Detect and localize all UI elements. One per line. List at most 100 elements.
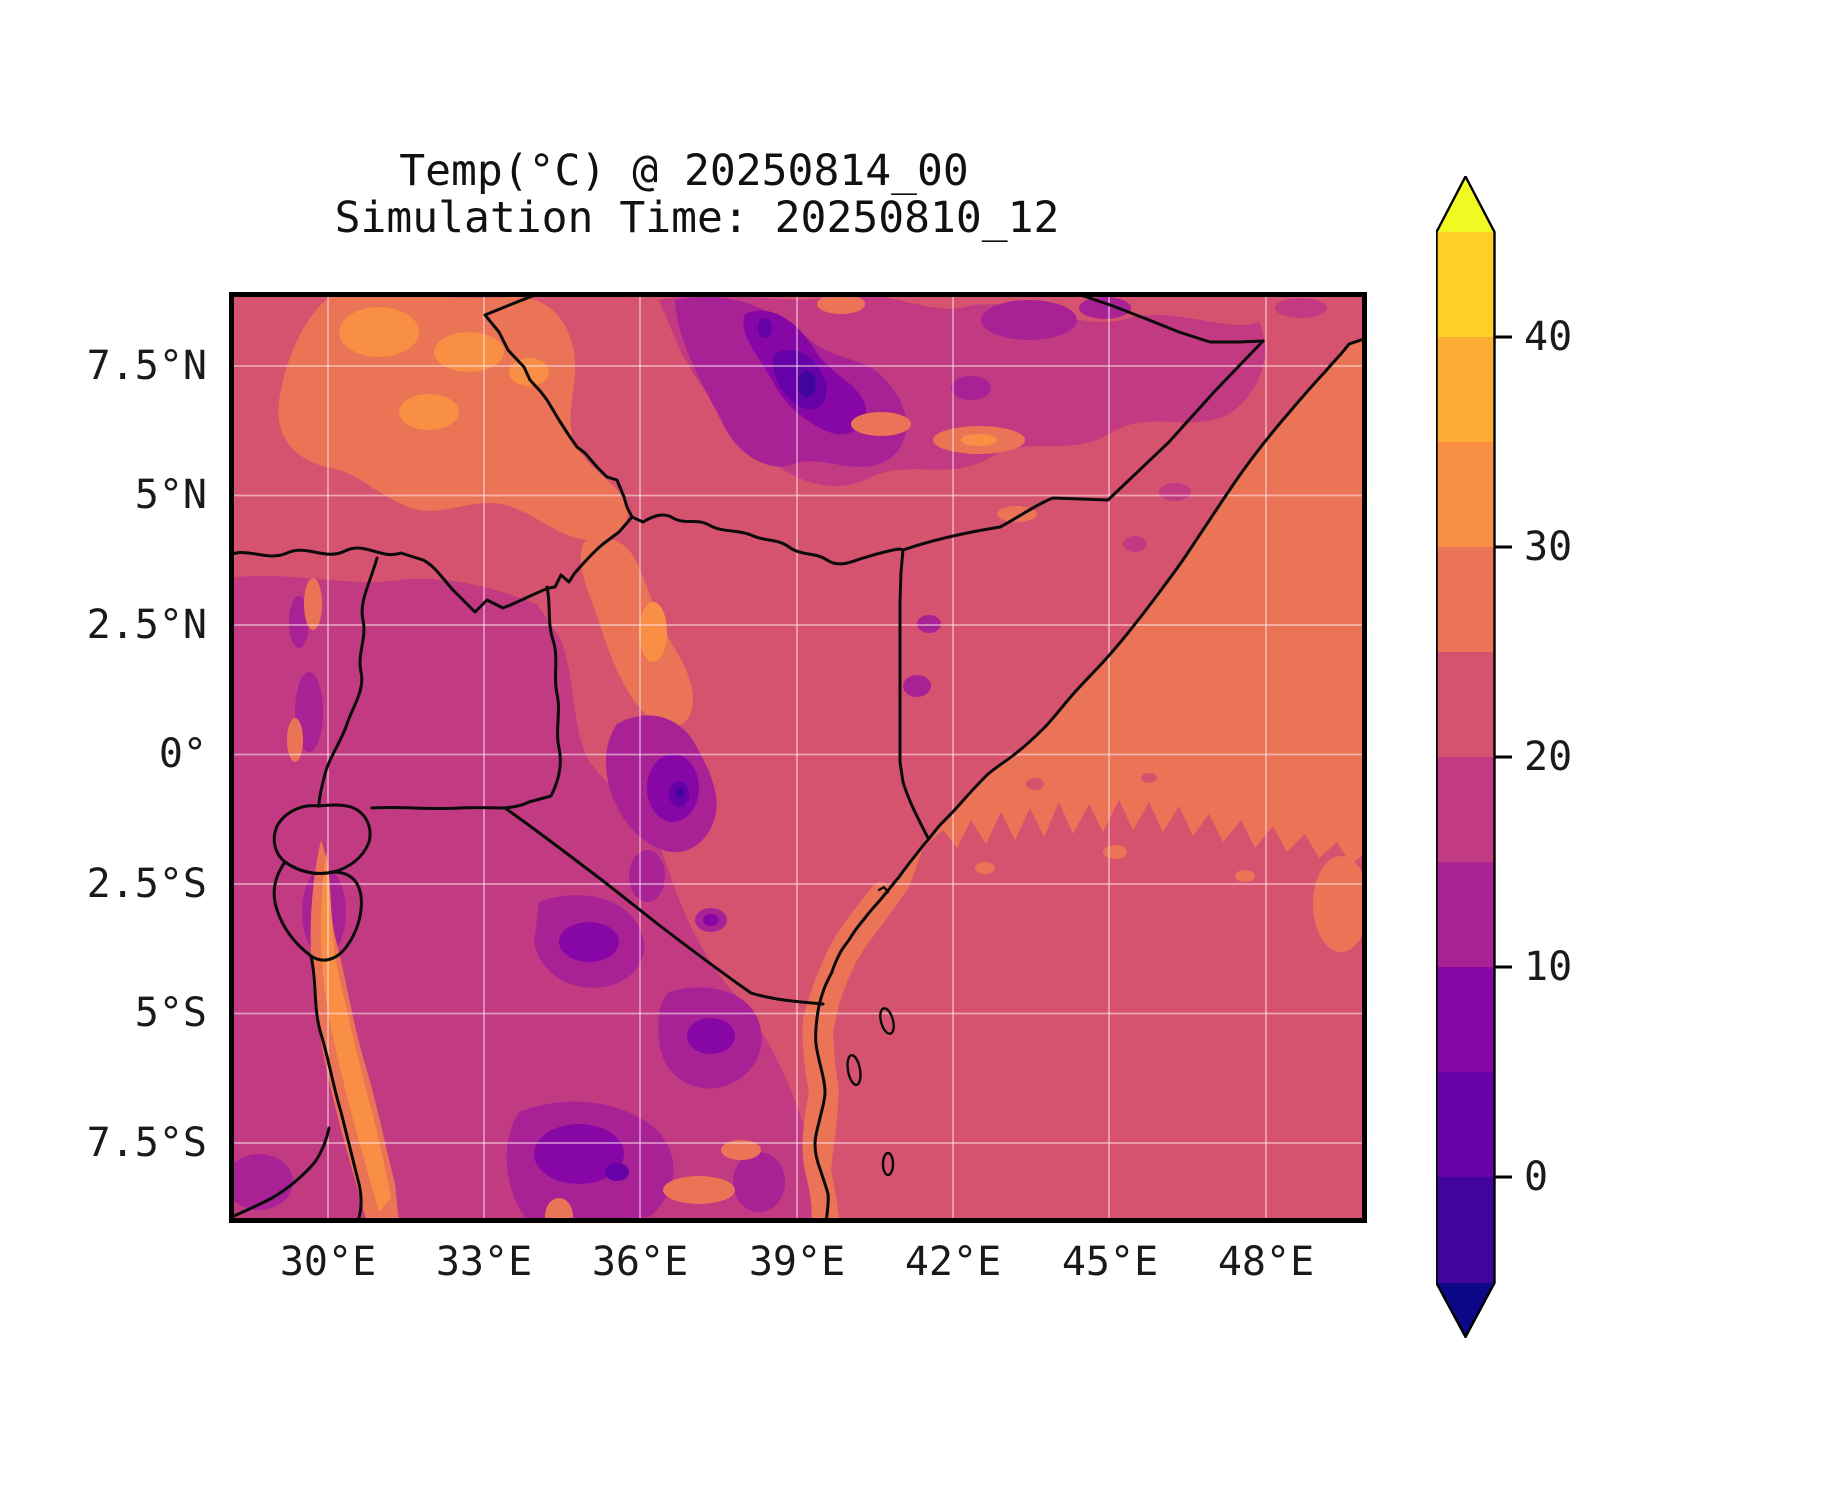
field-blob: [951, 376, 991, 400]
chart-subtitle: Simulation Time: 20250810_12: [334, 193, 1060, 243]
field-blob: [1313, 856, 1367, 952]
field-blob: [903, 675, 931, 697]
field-mtkenya-peak: [676, 788, 684, 798]
field-blob: [1235, 870, 1255, 882]
colorbar-seg-25-30: [1436, 547, 1495, 652]
colorbar-seg-30-35: [1436, 442, 1495, 547]
field-blob: [961, 434, 997, 446]
border-uganda-tanzania: [370, 805, 507, 811]
xtick-36e: 36°E: [591, 1239, 689, 1285]
colorbar-seg-5-10: [1436, 967, 1495, 1072]
colorbar-seg-m5-0: [1436, 1177, 1495, 1283]
temperature-field: [229, 292, 1367, 1223]
colorbar-seg-35-40: [1436, 337, 1495, 442]
field-turkana-25-30: [580, 538, 694, 727]
field-blob: [304, 578, 322, 630]
colorbar-seg-15-20: [1436, 757, 1495, 862]
border-south-sudan: [229, 515, 634, 614]
colorbar-seg-40-45: [1436, 232, 1495, 337]
field-blob: [287, 718, 303, 762]
border-drc-tanganyika: [309, 954, 363, 1223]
field-blob: [534, 1124, 624, 1184]
field-blob: [545, 1198, 573, 1223]
field-blob: [639, 602, 667, 662]
field-blob: [1103, 845, 1127, 859]
field-blob: [605, 1163, 629, 1181]
coastline: [813, 336, 1367, 1223]
border-ethiopia-ssudan: [483, 292, 634, 519]
ytick-2p5s: 2.5°S: [86, 861, 207, 907]
field-blob: [1123, 536, 1147, 552]
field-blob: [817, 294, 865, 314]
field-blob: [663, 1176, 735, 1204]
cbtick-0: 0: [1524, 1154, 1549, 1200]
field-rift-30-35: [320, 852, 391, 1212]
colorbar-seg-10-15: [1436, 862, 1495, 967]
field-blob: [1275, 298, 1327, 318]
xtick-33e: 33°E: [435, 1239, 533, 1285]
gridlines: [229, 292, 1367, 1223]
cbtick-20: 20: [1524, 734, 1573, 780]
ytick-0: 0°: [158, 731, 207, 777]
ytick-7p5n: 7.5°N: [86, 343, 207, 389]
border-ethiopia-somalia: [901, 339, 1265, 552]
field-blob: [917, 615, 941, 633]
border-kenya-somalia: [898, 548, 930, 840]
field-coldest-spot: [798, 371, 816, 397]
colorbar-seg-20-25: [1436, 652, 1495, 757]
map-frame: [229, 292, 1367, 1223]
border-kenya-tanzania: [503, 806, 825, 1006]
field-blob: [434, 332, 504, 372]
colorbar-over-arrow: [1436, 176, 1495, 232]
colorbar: [1436, 176, 1512, 1338]
xtick-30e: 30°E: [279, 1239, 377, 1285]
field-blob: [399, 394, 459, 430]
border-bottom-left: [229, 1126, 331, 1220]
ytick-5n: 5°N: [134, 472, 207, 518]
border-uganda-drc: [317, 556, 379, 808]
field-blob: [975, 862, 995, 874]
border-burundi: [272, 860, 363, 962]
field-blob: [1079, 297, 1131, 319]
field-ocean-20-25: [831, 800, 1367, 1223]
field-blob: [687, 1018, 735, 1054]
ytick-7p5s: 7.5°S: [86, 1120, 207, 1166]
field-blob: [981, 300, 1077, 340]
map-canvas: [229, 292, 1367, 1223]
island-pemba: [879, 1007, 895, 1035]
xtick-39e: 39°E: [748, 1239, 846, 1285]
field-blob: [758, 318, 772, 338]
border-somaliland: [1073, 292, 1265, 344]
field-blob: [509, 358, 549, 386]
field-blob: [339, 307, 419, 357]
ytick-2p5n: 2.5°N: [86, 602, 207, 648]
colorbar-outline: [1436, 176, 1496, 1338]
border-kenya-ethiopia: [630, 513, 905, 566]
chart-title: Temp(°C) @ 20250814_00: [399, 146, 969, 196]
colorbar-under-arrow: [1436, 1283, 1495, 1337]
lamu-islets: [877, 885, 890, 898]
field-blob: [289, 596, 309, 648]
field-blob: [1141, 773, 1157, 783]
cbtick-30: 30: [1524, 524, 1573, 570]
country-borders: [229, 292, 1367, 1223]
xtick-45e: 45°E: [1061, 1239, 1159, 1285]
field-blob: [629, 850, 665, 902]
field-blob: [721, 1140, 761, 1160]
island-zanzibar: [846, 1053, 862, 1087]
field-blob: [1026, 778, 1044, 790]
cbtick-10: 10: [1524, 944, 1573, 990]
field-blob: [559, 922, 619, 962]
border-uganda-kenya: [503, 585, 562, 810]
field-blob: [851, 412, 911, 436]
xtick-42e: 42°E: [904, 1239, 1002, 1285]
field-blob: [733, 1152, 785, 1212]
field-blob: [1159, 483, 1191, 501]
colorbar-seg-0-5: [1436, 1072, 1495, 1177]
ytick-5s: 5°S: [134, 990, 207, 1036]
island-mafia: [881, 1151, 895, 1177]
cbtick-40: 40: [1524, 314, 1573, 360]
xtick-48e: 48°E: [1217, 1239, 1315, 1285]
field-blob: [703, 914, 719, 926]
